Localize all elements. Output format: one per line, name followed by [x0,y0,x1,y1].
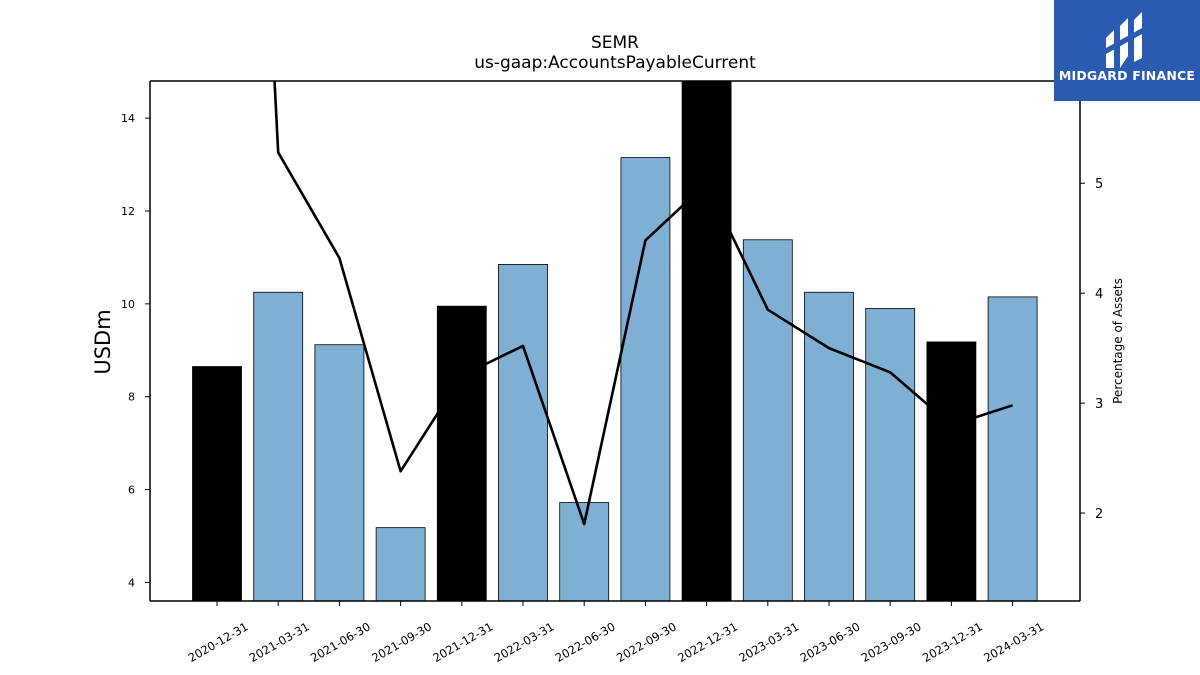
bar-2022-09-30 [620,157,671,601]
y2-tick-label: 5 [1095,177,1103,192]
bar-2024-03-31 [987,296,1038,601]
y-tick-label: 8 [128,391,135,404]
x-tick-label: 2022-06-30 [553,619,618,665]
bar-2021-06-30 [314,344,365,601]
y-tick-label: 14 [121,112,135,125]
y-tick-label: 4 [128,576,135,589]
bar-2023-03-31 [742,239,793,601]
x-tick-label: 2022-12-31 [675,619,740,665]
x-tick-label: 2023-03-31 [736,619,801,665]
x-tick-label: 2021-12-31 [430,619,495,665]
y-axis-label: USDm [91,309,115,374]
bar-2022-12-31 [681,81,732,601]
bar-2021-12-31 [436,305,487,601]
logo-text: MIDGARD FINANCE [1058,68,1196,83]
y2-tick-label: 2 [1095,507,1103,522]
x-tick-label: 2023-09-30 [859,619,924,665]
bar-2021-03-31 [253,291,304,601]
x-tick-label: 2024-03-31 [981,619,1046,665]
x-tick-label: 2021-03-31 [247,619,312,665]
midgard-finance-logo: MIDGARD FINANCE [1054,0,1200,101]
y2-tick-label: 4 [1095,287,1103,302]
y-tick-label: 10 [121,298,135,311]
bar-2023-12-31 [926,341,977,601]
midgard-logo-icon [1106,12,1142,68]
x-tick-label: 2022-09-30 [614,619,679,665]
chart-subtitle: us-gaap:AccountsPayableCurrent [474,53,756,73]
pct-assets-line [273,81,1013,526]
bar-2023-09-30 [865,308,916,601]
plot-area: 4 6 8 10 12 14 2 3 4 5 2020-12-312021-03-312021-06… [121,80,1103,665]
bar-2020-12-31 [192,366,242,601]
y2-tick-label: 3 [1095,397,1103,412]
bar-2022-03-31 [498,263,548,601]
x-tick-label: 2023-12-31 [920,619,985,665]
bar-2022-06-30 [559,502,610,601]
x-tick-label: 2021-06-30 [308,619,373,665]
x-tick-label: 2021-09-30 [369,619,434,665]
chart-title: SEMR [591,33,639,53]
y2-axis-label: Percentage of Assets [1111,278,1125,404]
bar-2023-06-30 [804,291,854,601]
x-tick-label: 2022-03-31 [492,619,557,665]
bar-2021-09-30 [375,527,426,601]
y-tick-label: 6 [128,484,135,497]
y-tick-label: 12 [121,205,135,218]
x-tick-label: 2020-12-31 [186,619,251,665]
x-tick-label: 2023-06-30 [798,619,863,665]
